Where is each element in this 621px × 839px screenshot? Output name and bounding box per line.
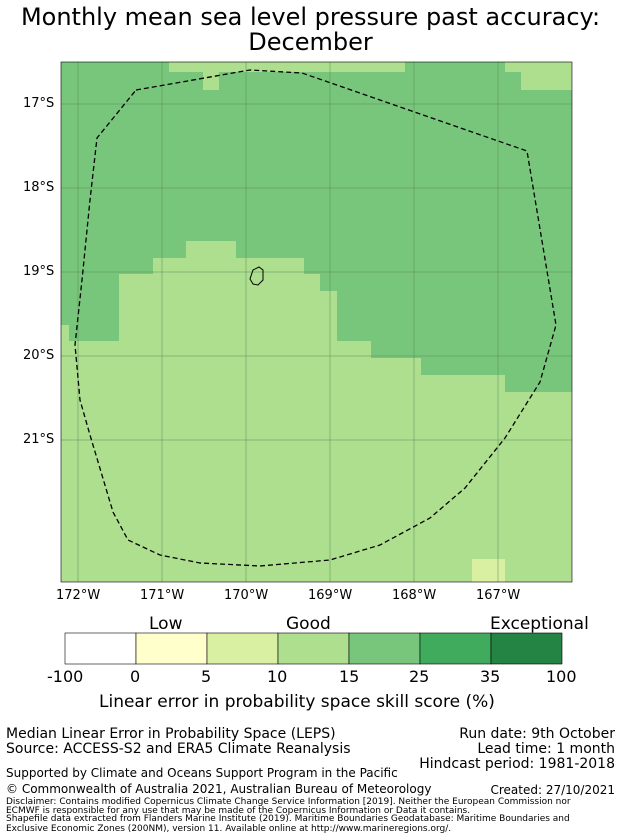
footer-copyright: © Commonwealth of Australia 2021, Austra…	[6, 782, 432, 796]
footer-source: Source: ACCESS-S2 and ERA5 Climate Reana…	[6, 741, 351, 757]
lat-label-19s: 19°S	[23, 264, 55, 279]
colorbar-tick: 100	[546, 667, 577, 686]
colorbar-segment	[348, 632, 421, 665]
footer-support: Supported by Climate and Oceans Support …	[6, 766, 398, 780]
lon-label-167w: 167°W	[476, 588, 521, 603]
lon-label-172w: 172°W	[56, 588, 101, 603]
eez-boundary	[74, 69, 557, 567]
colorbar-tick: 35	[480, 667, 501, 686]
lon-label-171w: 171°W	[140, 588, 185, 603]
page-title-line2: December	[248, 28, 373, 56]
colorbar-segment	[490, 632, 563, 665]
colorbar-tick: 25	[409, 667, 430, 686]
colorbar-segment	[135, 632, 208, 665]
colorbar-category-exceptional: Exceptional	[490, 614, 589, 634]
colorbar-segment	[419, 632, 492, 665]
colorbar-tick: 10	[267, 667, 288, 686]
footer-run-date: Run date: 9th October	[459, 726, 615, 742]
map-skill-cells	[61, 62, 572, 582]
footer-shapefile-line1: Shapefile data extracted from Flanders M…	[6, 814, 570, 824]
map-cell-light	[203, 72, 219, 90]
colorbar-segment	[277, 632, 350, 665]
footer-method: Median Linear Error in Probability Space…	[6, 726, 336, 742]
footer-disclaimer-line1: Disclaimer: Contains modified Copernicus…	[6, 797, 571, 807]
map-frame	[60, 61, 573, 583]
colorbar-axis-label: Linear error in probability space skill …	[99, 692, 495, 712]
colorbar-tick: 15	[339, 667, 360, 686]
colorbar-segment	[206, 632, 279, 665]
footer-shapefile-line2: Exclusive Economic Zones (200NM), versio…	[6, 824, 452, 834]
page-title-line1: Monthly mean sea level pressure past acc…	[20, 3, 601, 31]
colorbar	[64, 632, 563, 665]
footer-hindcast: Hindcast period: 1981-2018	[419, 756, 615, 772]
lon-label-170w: 170°W	[224, 588, 269, 603]
map-gridlines	[61, 62, 572, 582]
lat-label-17s: 17°S	[23, 96, 55, 111]
niue-coastline	[249, 266, 264, 286]
footer-created: Created: 27/10/2021	[490, 783, 615, 797]
colorbar-segment	[64, 632, 137, 665]
colorbar-tick: 5	[201, 667, 212, 686]
footer-lead-time: Lead time: 1 month	[477, 741, 615, 757]
map-region-mid	[61, 62, 572, 392]
colorbar-tick: -100	[47, 667, 84, 686]
footer-disclaimer-line2: ECMWF is responsible for any use that ma…	[6, 806, 471, 816]
lon-label-169w: 169°W	[308, 588, 353, 603]
map-cell-pale	[472, 559, 505, 582]
lat-label-21s: 21°S	[23, 432, 55, 447]
colorbar-category-low: Low	[149, 614, 183, 634]
colorbar-tick: 0	[130, 667, 141, 686]
lat-label-20s: 20°S	[23, 348, 55, 363]
lat-label-18s: 18°S	[23, 180, 55, 195]
lon-label-168w: 168°W	[392, 588, 437, 603]
colorbar-category-good: Good	[286, 614, 331, 634]
